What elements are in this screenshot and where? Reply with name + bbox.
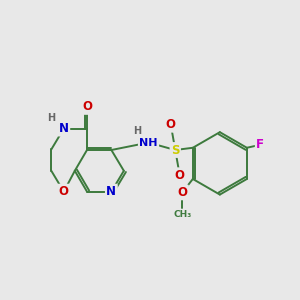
Text: NH: NH [139,138,158,148]
Text: S: S [171,143,179,157]
Text: O: O [175,169,185,182]
Text: N: N [106,185,116,198]
Text: F: F [256,138,264,151]
Text: O: O [177,186,188,199]
Text: O: O [59,185,69,198]
Text: N: N [59,122,69,135]
Text: H: H [47,113,56,123]
Text: O: O [166,118,176,131]
Text: O: O [82,100,92,113]
Text: H: H [133,126,141,136]
Text: CH₃: CH₃ [173,210,191,219]
